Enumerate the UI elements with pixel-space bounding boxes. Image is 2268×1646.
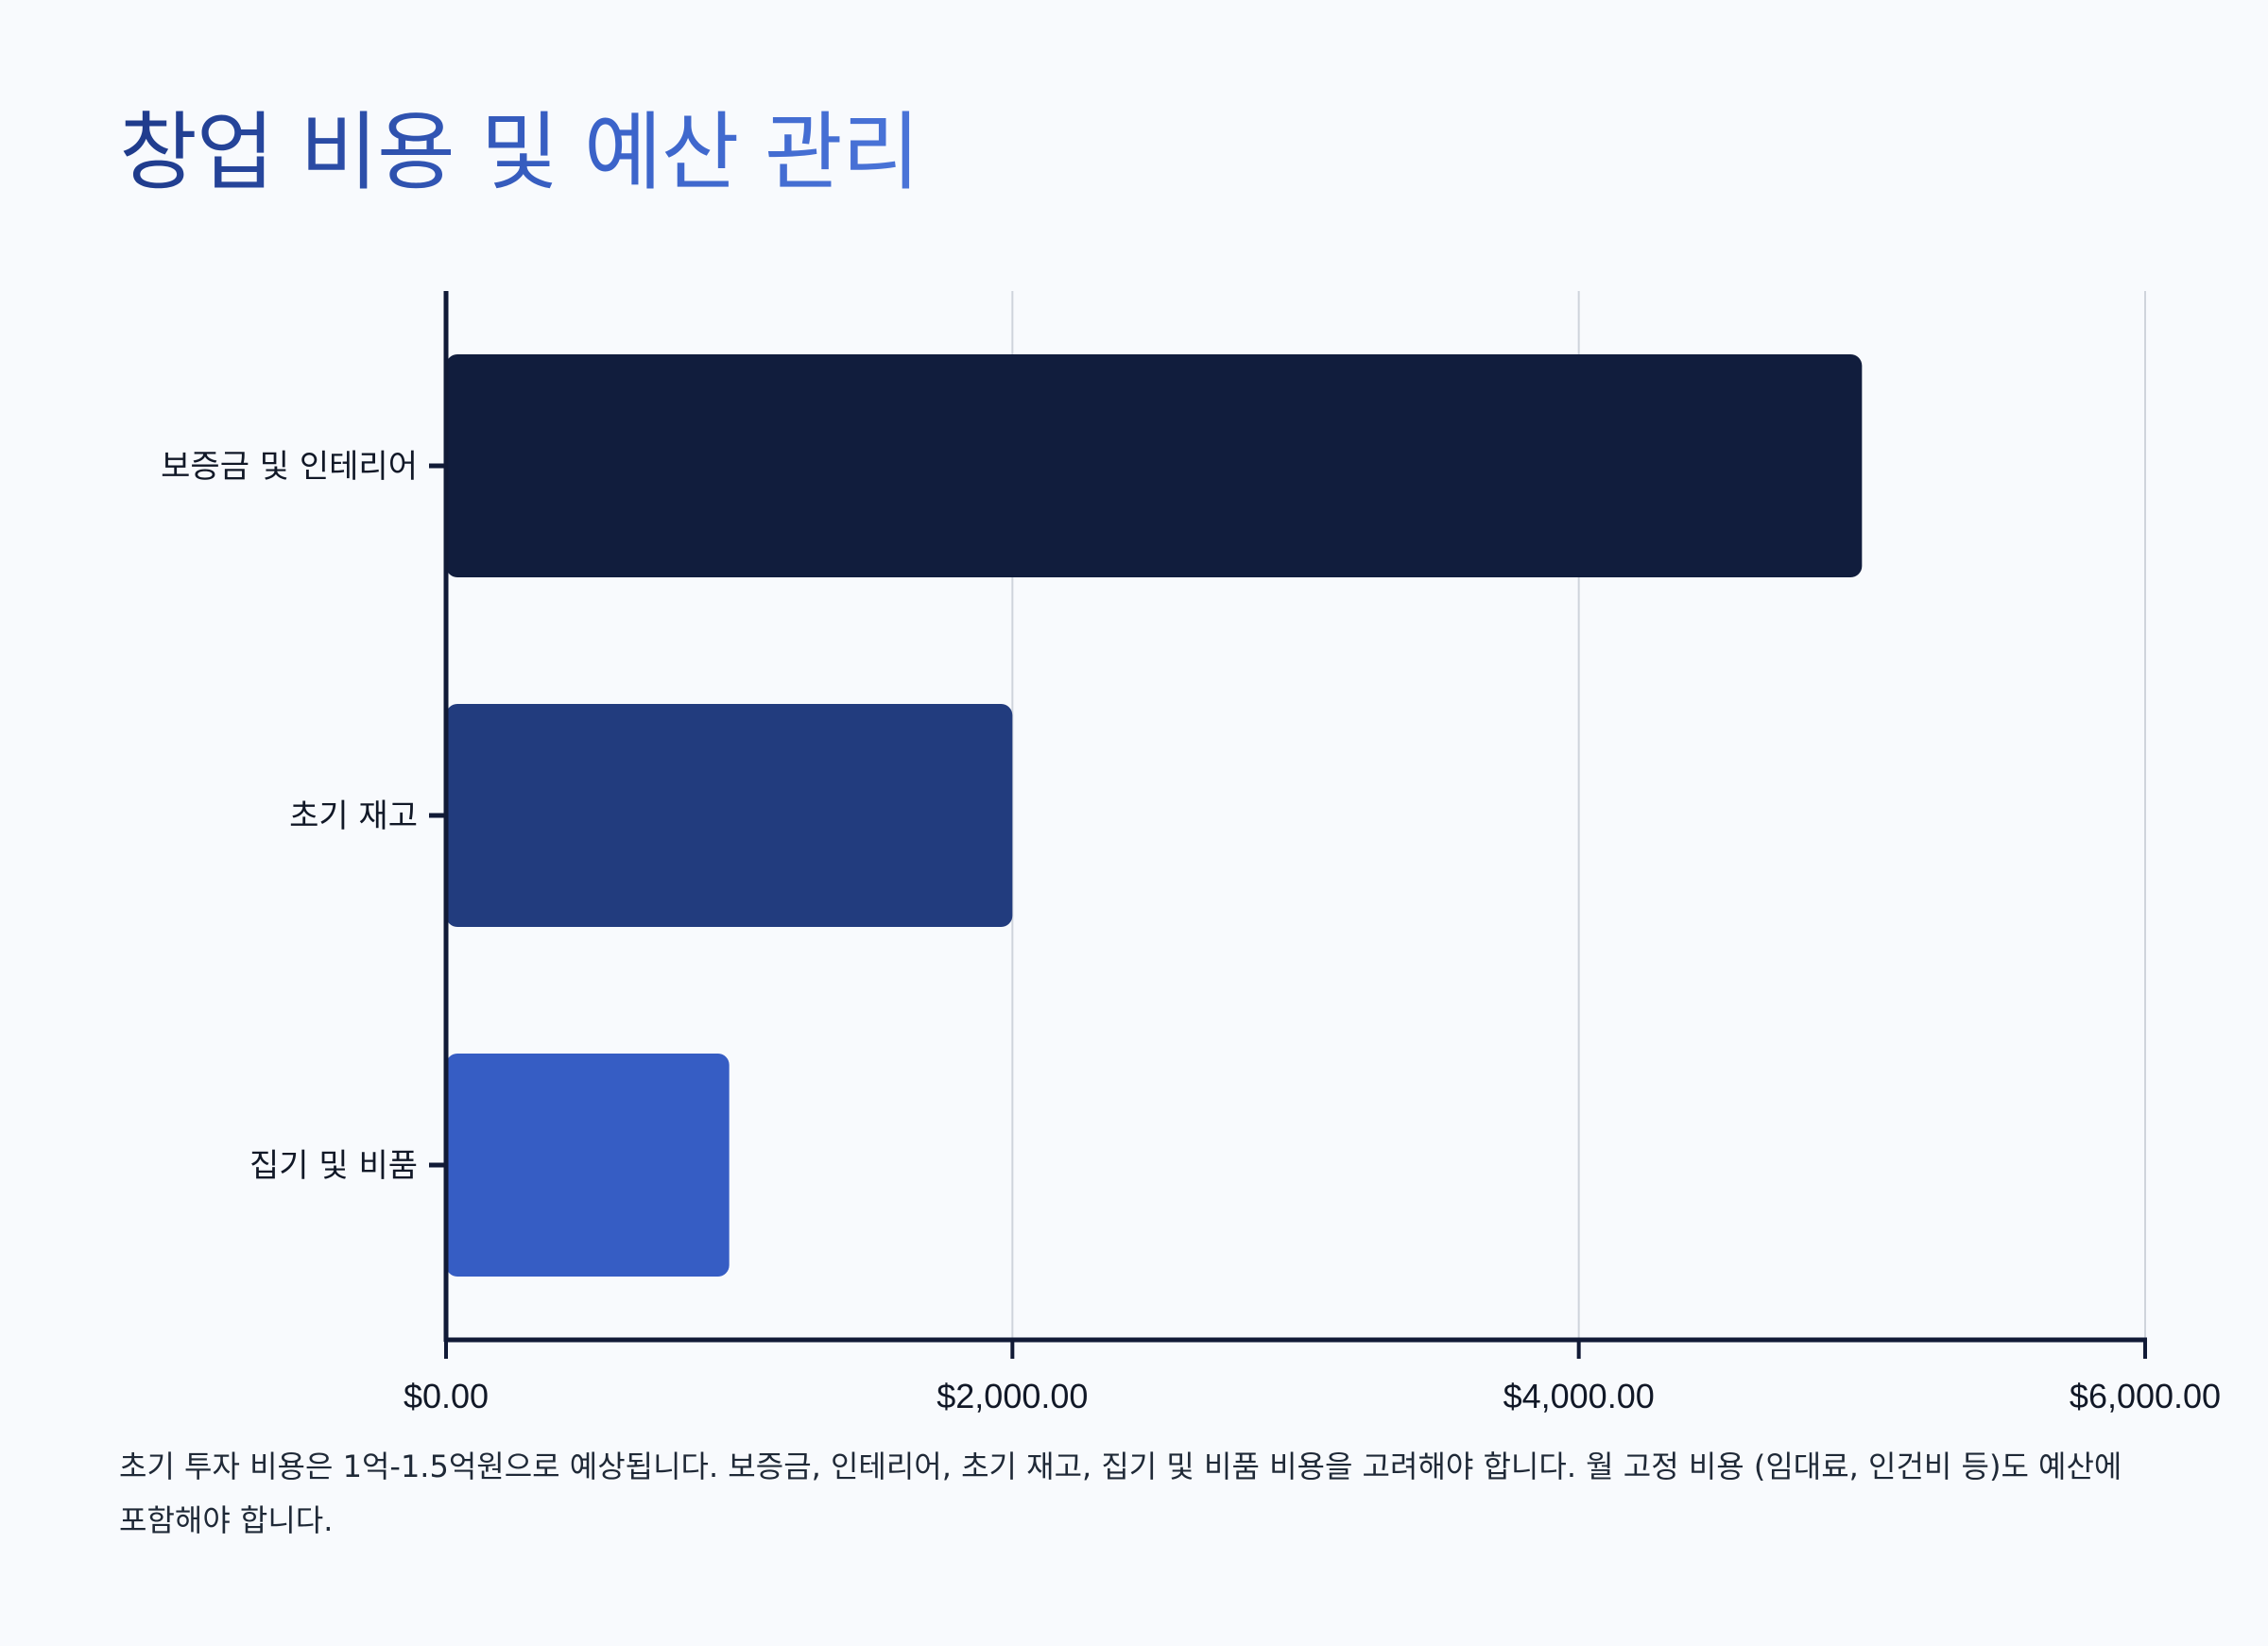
- x-tick-label-0: $0.00: [404, 1377, 489, 1415]
- bar-3: [446, 1054, 730, 1277]
- category-label-1: 보증금 및 인테리어: [161, 448, 418, 486]
- bar-1: [446, 354, 1863, 577]
- category-label-2: 초기 재고: [289, 797, 418, 835]
- chart-title: 창업 비용 및 예산 관리: [119, 83, 920, 206]
- footnote: 초기 투자 비용은 1억-1.5억원으로 예상됩니다. 보증금, 인테리어, 초…: [119, 1449, 2122, 1538]
- labels: $0.00 $2,000.00 $4,000.00 $6,000.00 보증금 및 인테…: [161, 448, 2221, 1415]
- category-label-3: 집기 및 비품: [249, 1147, 418, 1185]
- x-tick-label-2: $4,000.00: [1503, 1377, 1655, 1415]
- x-tick-label-3: $6,000.00: [2070, 1377, 2221, 1415]
- bars: [446, 354, 1863, 1277]
- bar-2: [446, 704, 1013, 927]
- axes: [429, 291, 2147, 1359]
- bar-chart: $0.00 $2,000.00 $4,000.00 $6,000.00 보증금 및 인테…: [161, 291, 2221, 1415]
- x-tick-label-1: $2,000.00: [936, 1377, 1088, 1415]
